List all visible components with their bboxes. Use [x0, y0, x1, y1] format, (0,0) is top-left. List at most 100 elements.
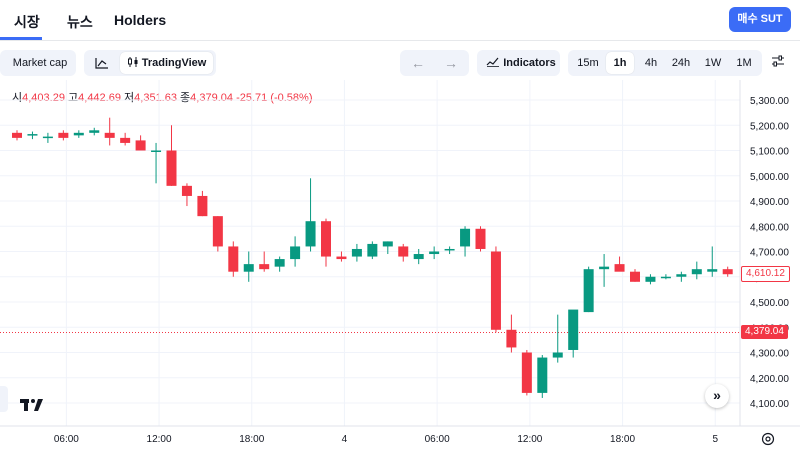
candle-body	[367, 243, 378, 257]
market-cap-button[interactable]: Market cap	[12, 57, 68, 69]
candle-body	[274, 259, 285, 267]
candle-body	[120, 137, 131, 143]
candle-body	[630, 271, 640, 282]
candle-body	[42, 136, 53, 139]
candle-body	[58, 132, 69, 138]
tradingview-button[interactable]: TradingView	[120, 52, 213, 74]
tab-news[interactable]: 뉴스	[67, 14, 93, 30]
candle-body	[197, 195, 208, 217]
x-tick-label: 18:00	[239, 434, 264, 445]
top-tabs-bar: 시장 뉴스 Holders 매수 SUT	[0, 0, 800, 41]
change-value: -25.71 (-0.58%)	[236, 92, 313, 104]
candle-body	[583, 269, 594, 313]
open-label: 시	[12, 92, 23, 104]
interval-15m[interactable]: 15m	[577, 57, 599, 69]
buy-button[interactable]: 매수 SUT	[729, 7, 791, 32]
gear-icon[interactable]	[760, 431, 776, 447]
low-label: 저	[124, 92, 135, 104]
candle-body	[166, 150, 177, 186]
candle-body	[490, 251, 501, 330]
tab-holders[interactable]: Holders	[114, 12, 167, 28]
candle-body	[12, 132, 22, 138]
candle-body	[336, 256, 347, 260]
y-tick-label: 4,300.00	[750, 349, 789, 360]
indicators-icon	[486, 57, 500, 67]
y-tick-label: 4,700.00	[750, 248, 789, 259]
candle-body	[290, 246, 301, 260]
candle-body	[460, 228, 471, 247]
candle-body	[645, 276, 656, 282]
line-chart-icon[interactable]	[88, 50, 116, 76]
tab-market[interactable]: 시장	[14, 14, 40, 30]
chart-settings-sliders-icon[interactable]	[766, 48, 790, 74]
x-tick-label: 06:00	[54, 434, 79, 445]
x-tick-label: 12:00	[147, 434, 172, 445]
y-tick-label: 4,900.00	[750, 197, 789, 208]
candle-body	[707, 269, 718, 272]
interval-1w[interactable]: 1W	[704, 57, 722, 69]
history-group: ← →	[400, 50, 469, 76]
ohlc-legend: 시4,403.29 고4,442.69 저4,351.63 종4,379.04 …	[12, 89, 313, 105]
interval-group: 15m 1h 4h 24h 1W 1M	[568, 50, 762, 76]
candle-body	[614, 264, 625, 272]
candle-body	[599, 266, 610, 270]
y-tick-label: 4,500.00	[750, 298, 789, 309]
close-label: 종	[180, 92, 191, 104]
candlestick-chart[interactable]: 5,300.00 5,200.00 5,100.00 5,000.00 4,900.00…	[0, 80, 800, 460]
candle-body	[151, 150, 162, 152]
candle-body	[537, 357, 548, 393]
candle-body	[398, 246, 409, 257]
candle-body	[27, 134, 38, 136]
interval-1h[interactable]: 1h	[606, 52, 634, 74]
y-tick-label: 4,200.00	[750, 374, 789, 385]
interval-4h[interactable]: 4h	[644, 57, 658, 69]
interval-24h[interactable]: 24h	[671, 57, 691, 69]
candle-body	[413, 254, 424, 260]
open-value: 4,403.29	[22, 92, 65, 104]
y-tick-label: 5,200.00	[750, 121, 789, 132]
x-tick-label: 12:00	[517, 434, 542, 445]
y-tick-label: 4,100.00	[750, 399, 789, 410]
candle-body	[691, 269, 702, 275]
last-price-tag: 4,610.12	[741, 266, 790, 283]
candle-body	[351, 248, 362, 257]
candle-body	[212, 216, 223, 247]
y-tick-label: 4,800.00	[750, 222, 789, 233]
candle-body	[305, 221, 316, 247]
candle-body	[429, 251, 440, 255]
x-tick-label: 18:00	[610, 434, 635, 445]
candle-body	[660, 276, 671, 279]
undo-arrow-icon[interactable]: ←	[411, 55, 425, 71]
candle-body	[104, 132, 115, 138]
market-cap-group: Market cap	[0, 50, 76, 76]
left-drawer-handle[interactable]	[0, 386, 8, 412]
x-tick-label: 06:00	[425, 434, 450, 445]
y-tick-label: 5,300.00	[750, 96, 789, 107]
indicators-button[interactable]: Indicators	[485, 50, 557, 76]
redo-arrow-icon[interactable]: →	[444, 55, 458, 71]
candle-body	[135, 140, 146, 151]
candle-body	[444, 248, 455, 251]
candle-body	[552, 352, 563, 358]
tradingview-logo-icon	[18, 393, 46, 417]
candle-body	[676, 274, 687, 277]
candle-body	[89, 130, 100, 133]
y-tick-label: 5,100.00	[750, 147, 789, 158]
tradingview-label: TradingView	[141, 57, 207, 69]
candle-body	[521, 352, 532, 393]
chart-toolbar: Market cap TradingView ← → Indicators 15…	[0, 48, 800, 78]
x-tick-label: 4	[342, 434, 348, 445]
candle-body	[475, 228, 486, 249]
interval-1m[interactable]: 1M	[736, 57, 752, 69]
high-label: 고	[68, 92, 79, 104]
candle-body	[181, 185, 192, 196]
scroll-to-realtime-button[interactable]: »	[705, 384, 729, 408]
chart-type-group: TradingView	[84, 50, 216, 76]
candle-body	[506, 329, 517, 348]
close-value: 4,379.04	[190, 92, 233, 104]
candle-body	[73, 132, 84, 136]
candle-body	[228, 246, 239, 272]
x-tick-label: 5	[712, 434, 718, 445]
candle-body	[321, 221, 331, 257]
candle-body	[722, 269, 733, 275]
